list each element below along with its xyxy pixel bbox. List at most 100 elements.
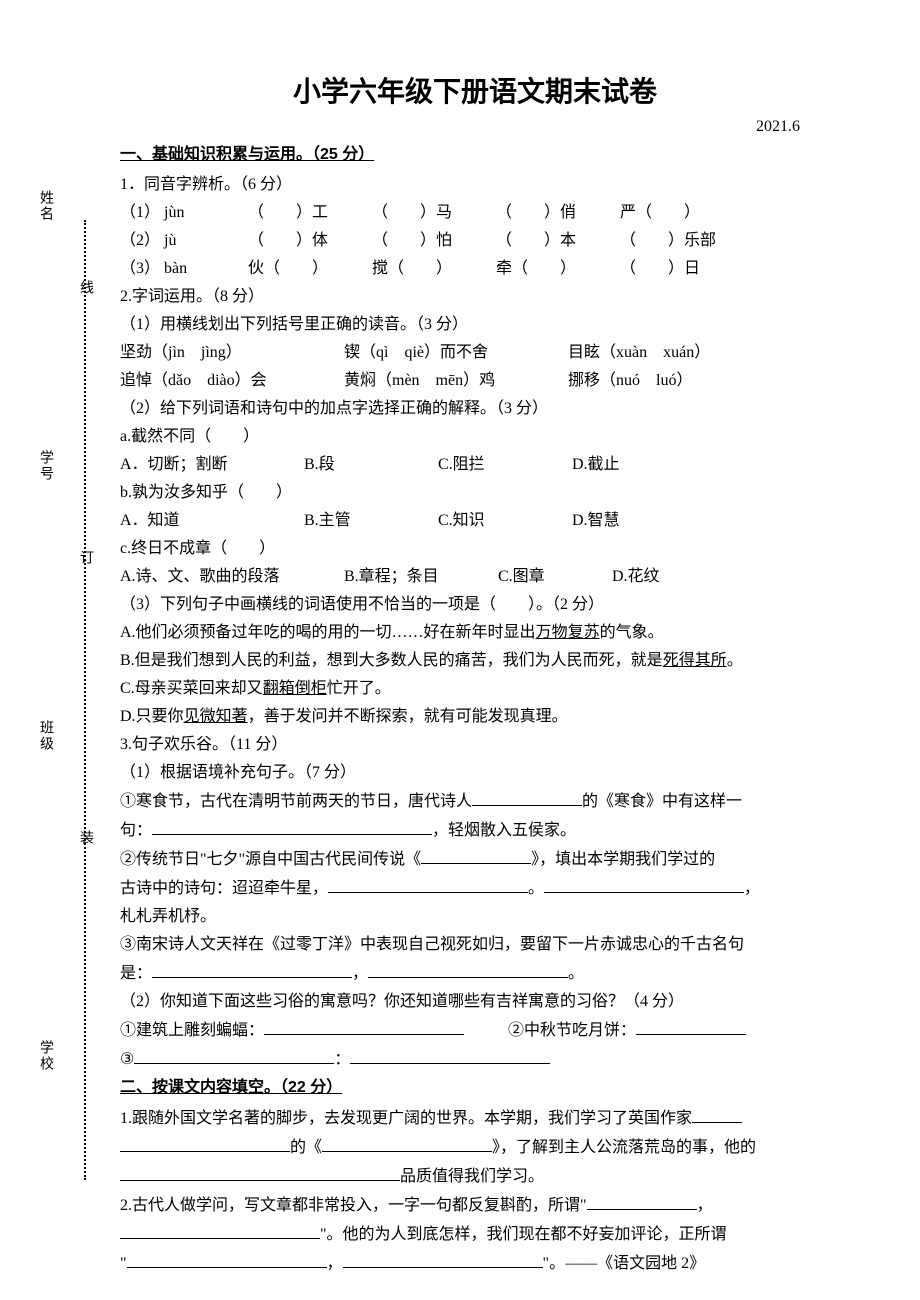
option-d[interactable]: D.截止	[572, 456, 620, 473]
fill-blank[interactable]	[636, 1017, 746, 1035]
q2-l1c[interactable]: 目眩（xuàn xuán）	[568, 344, 710, 361]
q3-item-2-line3: 札札弄机杼。	[120, 904, 830, 930]
q1-r1-num: （1）	[120, 204, 160, 221]
exam-date: 2021.6	[120, 118, 830, 136]
q1-r1-d[interactable]: 严（ ）	[620, 204, 700, 221]
seal-zhuang: 装	[76, 830, 94, 844]
fill-blank[interactable]	[368, 960, 568, 978]
s2-q1-line2: 的《》，了解到主人公流落荒岛的事，他的	[120, 1134, 830, 1161]
q1-r1-b[interactable]: （ ）马	[372, 200, 492, 226]
q1-r1-c[interactable]: （ ）俏	[496, 200, 616, 226]
q1-row-1: （1） jùn （ ）工 （ ）马 （ ）俏 严（ ）	[120, 200, 830, 226]
option-b[interactable]: B.主管	[304, 508, 434, 534]
s2-q1-c: 》，了解到主人公流落荒岛的事，他的	[492, 1139, 756, 1156]
option-a[interactable]: A．切断；割断	[120, 452, 300, 478]
q2-p3[interactable]: （3）下列句子中画横线的词语使用不恰当的一项是（ ）。（2 分）	[120, 592, 830, 618]
q3-custom-3-sep: ：	[334, 1051, 350, 1068]
blank-line[interactable]	[0, 773, 38, 787]
option-b[interactable]: B.段	[304, 452, 434, 478]
s2-q1-a: 1.跟随外国文学名著的脚步，去发现更广阔的世界。本学期，我们学习了英国作家	[120, 1110, 692, 1127]
q1-r3-b[interactable]: 搅（ ）	[372, 256, 492, 282]
opt-C-underline: 翻箱倒柜	[263, 680, 327, 697]
q2-b-options: A．知道 B.主管 C.知识 D.智慧	[120, 508, 830, 534]
q2-l1a[interactable]: 坚劲（jìn jìng）	[120, 340, 340, 366]
fill-blank[interactable]	[120, 1221, 320, 1239]
q3-title: 3.句子欢乐谷。（11 分）	[120, 732, 830, 758]
q1-r2-a[interactable]: （ ）体	[248, 228, 368, 254]
page-title: 小学六年级下册语文期末试卷	[120, 70, 830, 110]
option-a[interactable]: A．知道	[120, 508, 300, 534]
q2-pronunciation-row-1: 坚劲（jìn jìng） 锲（qì qiè）而不舍 目眩（xuàn xuán）	[120, 340, 830, 366]
fill-blank[interactable]	[587, 1192, 697, 1210]
opt-D-tail: ，善于发问并不断探索，就有可能发现真理。	[248, 708, 568, 725]
q1-r3-c[interactable]: 牵（ ）	[496, 256, 616, 282]
label-number-text: 学号	[38, 450, 53, 482]
fill-blank[interactable]	[152, 960, 352, 978]
blank-line[interactable]	[0, 243, 38, 257]
q2-a-question[interactable]: a.截然不同（ ）	[120, 424, 830, 450]
q1-row-3: （3） bàn 伙（ ） 搅（ ） 牵（ ） （ ）日	[120, 256, 830, 282]
q3-custom-3-label: ③	[120, 1051, 134, 1068]
fill-blank[interactable]	[264, 1017, 464, 1035]
option-c[interactable]: C.阻拦	[438, 452, 568, 478]
q2-p3-B[interactable]: B.但是我们想到人民的利益，想到大多数人民的痛苦，我们为人民而死，就是死得其所。	[120, 648, 830, 674]
fill-blank[interactable]	[328, 875, 528, 893]
q1-r2-pinyin: jù	[164, 228, 244, 254]
fill-blank[interactable]	[343, 1250, 543, 1268]
q3-2-e: ，	[744, 880, 760, 897]
fill-blank[interactable]	[120, 1163, 400, 1181]
fill-blank[interactable]	[127, 1250, 327, 1268]
q2-l2a[interactable]: 追悼（dǎo diào）会	[120, 368, 340, 394]
option-d[interactable]: D.花纹	[612, 568, 660, 585]
q1-row-2: （2） jù （ ）体 （ ）怕 （ ）本 （ ）乐部	[120, 228, 830, 254]
q2-p3-C[interactable]: C.母亲买菜回来却又翻箱倒柜忙开了。	[120, 676, 830, 702]
fill-blank[interactable]	[322, 1134, 492, 1152]
q2-title: 2.字词运用。（8 分）	[120, 284, 830, 310]
q2-b-question[interactable]: b.孰为汝多知乎（ ）	[120, 480, 830, 506]
q1-r1-a[interactable]: （ ）工	[248, 200, 368, 226]
q3-item-1-line1: ①寒食节，古代在清明节前两天的节日，唐代诗人的《寒食》中有这样一	[120, 788, 830, 815]
option-c[interactable]: C.知识	[438, 508, 568, 534]
blank-line[interactable]	[0, 503, 38, 517]
q3-custom-1-label: ①建筑上雕刻蝙蝠：	[120, 1022, 264, 1039]
option-a[interactable]: A.诗、文、歌曲的段落	[120, 564, 340, 590]
option-b[interactable]: B.章程；条目	[344, 564, 494, 590]
q1-r2-d[interactable]: （ ）乐部	[620, 232, 716, 249]
q3-3-end: 。	[568, 965, 584, 982]
q3-1-tail: 的《寒食》中有这样一	[582, 793, 742, 810]
q1-r3-a[interactable]: 伙（ ）	[248, 256, 368, 282]
q2-l2c[interactable]: 挪移（nuó luó）	[568, 372, 692, 389]
q2-p3-D[interactable]: D.只要你见微知著，善于发问并不断探索，就有可能发现真理。	[120, 704, 830, 730]
q2-c-question[interactable]: c.终日不成章（ ）	[120, 536, 830, 562]
q1-r2-num: （2）	[120, 232, 160, 249]
q1-r2-b[interactable]: （ ）怕	[372, 228, 492, 254]
label-class: 班级	[36, 720, 54, 825]
q2-l2b[interactable]: 黄焖（mèn mēn）鸡	[344, 368, 564, 394]
fill-blank[interactable]	[421, 846, 531, 864]
section-2-header: 二、按课文内容填空。（22 分）	[120, 1075, 830, 1101]
q2-p3-A[interactable]: A.他们必须预备过年吃的喝的用的一切……好在新年时显出万物复苏的气象。	[120, 620, 830, 646]
seal-xian: 线	[76, 280, 94, 294]
fill-blank[interactable]	[152, 817, 432, 835]
q2-l1b[interactable]: 锲（qì qiè）而不舍	[344, 340, 564, 366]
fill-blank[interactable]	[692, 1105, 742, 1123]
option-c[interactable]: C.图章	[498, 564, 608, 590]
s2-q1-line3: 品质值得我们学习。	[120, 1163, 830, 1190]
section-1-header: 一、基础知识积累与运用。（25 分）	[120, 142, 830, 168]
q3-custom-3: ③：	[120, 1046, 830, 1073]
q1-r3-d[interactable]: （ ）日	[620, 260, 700, 277]
fill-blank[interactable]	[350, 1046, 550, 1064]
opt-A-underline: 万物复苏	[536, 624, 600, 641]
q2-c-options: A.诗、文、歌曲的段落 B.章程；条目 C.图章 D.花纹	[120, 564, 830, 590]
label-name: 姓名	[36, 190, 54, 295]
q3-item-2-line2: 古诗中的诗句：迢迢牵牛星，。，	[120, 875, 830, 902]
q1-r2-c[interactable]: （ ）本	[496, 228, 616, 254]
s2-q2-line3: "，"。——《语文园地 2》	[120, 1250, 830, 1277]
fill-blank[interactable]	[134, 1046, 334, 1064]
fill-blank[interactable]	[472, 788, 582, 806]
blank-line[interactable]	[0, 1093, 38, 1107]
s2-q2-line2: "。他的为人到底怎样，我们现在都不好妄加评论，正所谓	[120, 1221, 830, 1248]
fill-blank[interactable]	[544, 875, 744, 893]
option-d[interactable]: D.智慧	[572, 512, 620, 529]
fill-blank[interactable]	[120, 1134, 290, 1152]
